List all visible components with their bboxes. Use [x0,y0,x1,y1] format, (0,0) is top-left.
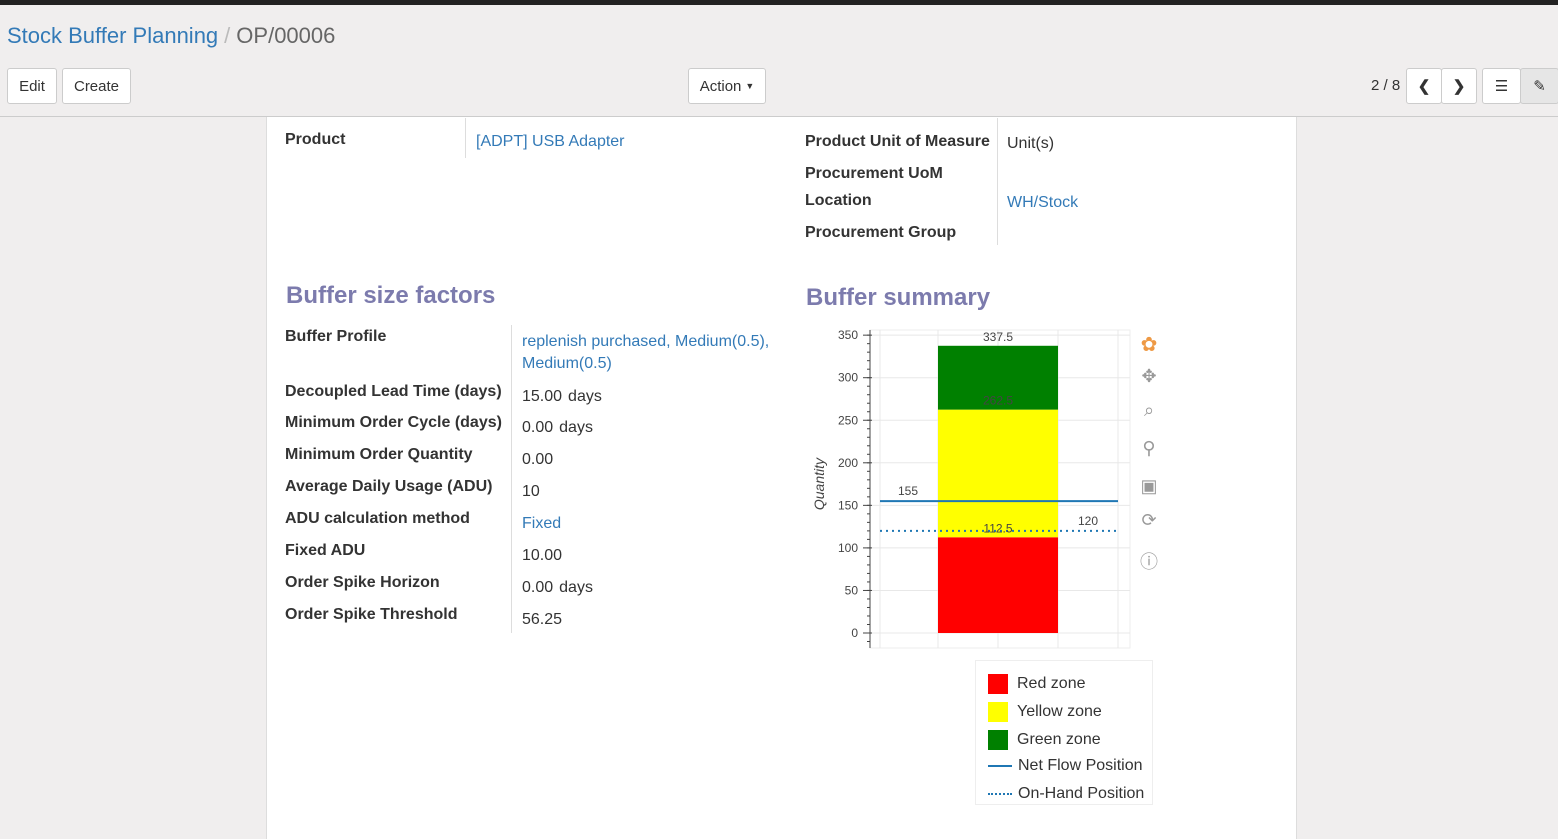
buffer-summary-title: Buffer summary [806,284,991,311]
factor-value-text: 10.00 [522,547,563,564]
factor-value-text: 56.25 [522,611,563,628]
factor-value: 0.00 [522,449,777,471]
uom-value: Unit(s) [1007,135,1055,152]
factor-value-text: 15.00 [522,388,563,405]
product-link[interactable]: [ADPT] USB Adapter [476,133,625,150]
edit-icon: ✎ [1533,78,1546,95]
factor-unit: days [559,579,593,596]
factor-value[interactable]: Fixed [522,513,777,535]
net-flow-label: 155 [898,484,918,498]
factor-value: 15.00 days [522,386,777,408]
y-tick-label: 300 [838,371,858,385]
create-button[interactable]: Create [62,68,131,104]
action-dropdown[interactable]: Action ▼ [688,68,766,104]
legend-on-hand: On-Hand Position [988,785,1144,803]
factor-value-text: Fixed [522,515,562,532]
factor-label: Order Spike Horizon [285,574,440,591]
caret-down-icon: ▼ [745,81,755,91]
location-link[interactable]: WH/Stock [1007,194,1079,211]
bokeh-logo-icon: ✿ [1140,334,1158,356]
bar-value-label: 112.5 [983,521,1012,535]
control-panel: Stock Buffer Planning / OP/00006 Edit Crea… [0,5,1558,117]
factor-value: 10.00 [522,545,777,567]
y-tick-label: 200 [838,456,858,470]
factor-value-text: 0.00 [522,451,554,468]
legend-green-zone: Green zone [988,730,1101,750]
factor-label: Order Spike Threshold [285,606,458,623]
product-label: Product [285,131,346,148]
factor-value: 10 [522,481,777,503]
factor-value: 0.00 days [522,577,777,599]
factor-value-text: 0.00 [522,579,554,596]
bar-red-zone [938,537,1058,633]
help-tool-icon[interactable]: ⓘ [1140,552,1158,572]
factor-value-text: 0.00 [522,419,554,436]
legend-yellow-zone: Yellow zone [988,702,1102,722]
list-view-button[interactable]: ☰ [1482,68,1521,104]
reset-tool-icon[interactable]: ⟳ [1141,510,1157,530]
on-hand-label: 120 [1078,514,1098,528]
factor-value[interactable]: replenish purchased, Medium(0.5), Medium… [522,331,777,375]
factor-label: ADU calculation method [285,510,470,527]
action-label: Action [699,77,742,95]
y-axis-label: Quantity [811,457,827,510]
bar-green-zone [938,345,1058,410]
y-tick-label: 150 [838,498,858,512]
breadcrumb: Stock Buffer Planning / OP/00006 [7,23,336,48]
form-view-button[interactable]: ✎ [1520,68,1558,104]
next-button[interactable]: ❯ [1441,68,1477,104]
chevron-right-icon: ❯ [1452,78,1466,95]
chart-legend: Red zone Yellow zone Green zone Net Flow… [975,660,1153,805]
factor-value: 56.25 [522,609,777,631]
buffer-chart: 0 50 100 150 200 250 300 350 Quantity 112.5 262.5 3… [811,328,1131,649]
procurement-uom-label: Procurement UoM [805,165,943,182]
top-bar [0,0,1558,5]
legend-red-zone: Red zone [988,674,1086,694]
y-tick-label: 0 [851,626,858,640]
bar-value-label: 262.5 [983,394,1013,408]
location-label: Location [805,192,872,209]
list-icon: ☰ [1494,78,1509,95]
buffer-factors-title: Buffer size factors [286,282,496,309]
save-tool-icon[interactable]: ▣ [1140,476,1158,496]
breadcrumb-parent[interactable]: Stock Buffer Planning [7,23,219,48]
factor-label: Minimum Order Cycle (days) [285,414,502,431]
legend-net-flow: Net Flow Position [988,757,1143,775]
box-zoom-tool-icon[interactable]: ⌕ [1143,400,1155,420]
wheel-zoom-tool-icon[interactable]: ⚲ [1142,438,1156,458]
factor-label: Fixed ADU [285,542,366,559]
pager-value: 2 / 8 [1371,77,1401,94]
factor-value-text: 10 [522,483,540,500]
bar-yellow-zone [938,409,1058,538]
bar-value-label: 337.5 [983,330,1013,344]
factor-value-text: replenish purchased, Medium(0.5), Medium… [522,333,770,372]
y-tick-label: 50 [845,583,859,597]
y-tick-label: 350 [838,328,858,342]
y-tick-label: 100 [838,541,858,555]
factor-label: Decoupled Lead Time (days) [285,383,502,400]
pan-tool-icon[interactable]: ✥ [1141,366,1157,386]
edit-button[interactable]: Edit [7,68,57,104]
factor-label: Buffer Profile [285,328,387,345]
factor-unit: days [568,388,602,405]
factor-label: Average Daily Usage (ADU) [285,478,493,495]
breadcrumb-current: OP/00006 [236,23,336,48]
factor-value: 0.00 days [522,417,777,439]
previous-button[interactable]: ❮ [1406,68,1442,104]
y-tick-label: 250 [838,413,858,427]
chevron-left-icon: ❮ [1417,78,1431,95]
factor-unit: days [559,419,593,436]
procurement-group-label: Procurement Group [805,224,957,241]
factor-label: Minimum Order Quantity [285,446,473,463]
uom-label: Product Unit of Measure [805,133,990,150]
